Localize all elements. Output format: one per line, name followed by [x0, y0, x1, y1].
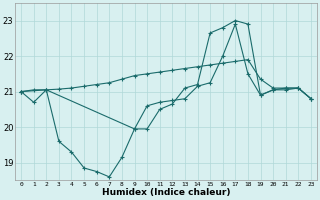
- X-axis label: Humidex (Indice chaleur): Humidex (Indice chaleur): [102, 188, 230, 197]
